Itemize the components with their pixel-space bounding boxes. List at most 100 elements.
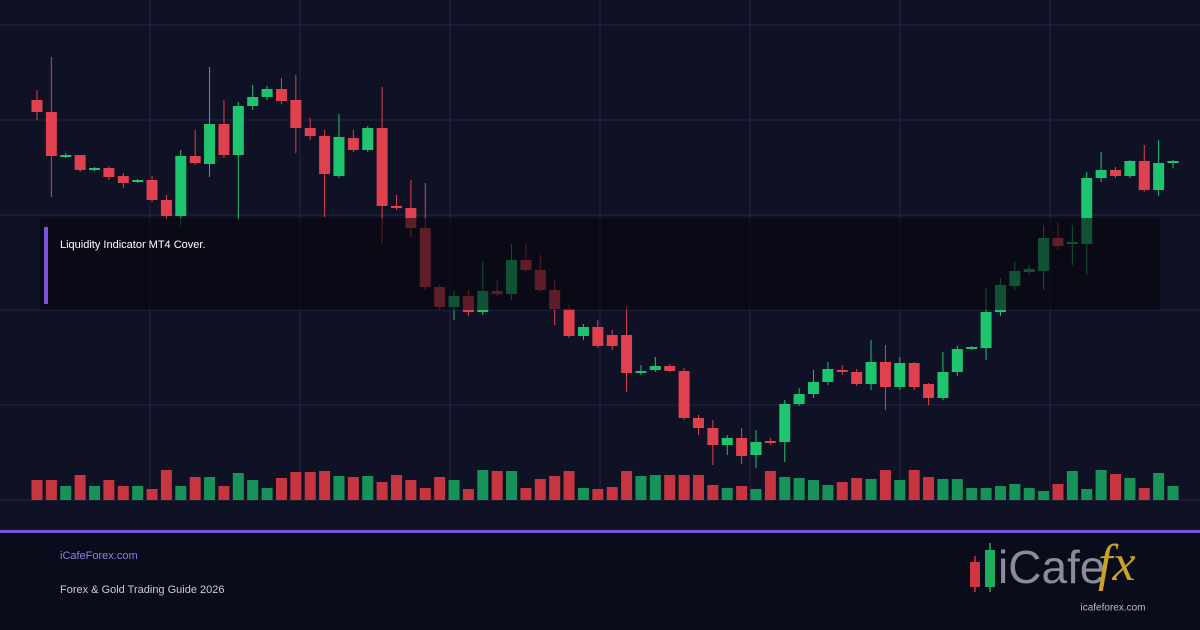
- caption-accent: [44, 227, 48, 304]
- candle-body: [836, 370, 848, 372]
- candle-body: [692, 418, 704, 428]
- volume-bar: [736, 486, 748, 500]
- volume-bar: [908, 470, 920, 500]
- candle-body: [146, 180, 158, 200]
- candle-body: [894, 363, 906, 387]
- candle-body: [1124, 161, 1136, 176]
- volume-bar: [405, 480, 417, 500]
- volume-bar: [1081, 489, 1093, 500]
- volume-bar: [951, 479, 963, 500]
- candle-body: [89, 168, 101, 170]
- volume-bar: [836, 482, 848, 500]
- volume-bar: [822, 485, 834, 500]
- candle-body: [822, 369, 834, 382]
- candle-body: [1153, 163, 1165, 190]
- footer-background: [0, 533, 1200, 630]
- volume-bar: [721, 488, 733, 500]
- candle-body: [175, 156, 187, 216]
- candle-body: [1167, 161, 1179, 163]
- candle-body: [664, 366, 676, 371]
- candle-body: [189, 156, 201, 163]
- candle-body: [117, 176, 129, 183]
- volume-bar: [160, 470, 172, 500]
- volume-bar: [347, 477, 359, 500]
- candle-body: [232, 106, 244, 155]
- volume-bar: [391, 475, 402, 500]
- volume-bar: [923, 477, 935, 500]
- candle-body: [275, 89, 287, 101]
- candle-body: [966, 347, 978, 349]
- candle-body: [980, 312, 992, 348]
- candle-body: [707, 428, 719, 445]
- volume-bar: [635, 476, 647, 500]
- volume-bar: [1124, 478, 1136, 500]
- logo: iCafe fx icafeforex.com: [970, 535, 1146, 614]
- candle-body: [879, 362, 891, 387]
- logo-candle: [970, 562, 980, 587]
- logo-wordmark: iCafe: [998, 541, 1105, 593]
- candle-body: [736, 438, 748, 456]
- volume-bar: [779, 477, 791, 500]
- candle-body: [218, 124, 230, 155]
- volume-bar: [1023, 488, 1035, 500]
- volume-bar: [764, 471, 776, 500]
- volume-bar: [649, 475, 661, 500]
- volume-bar: [103, 480, 115, 500]
- candle-body: [347, 138, 359, 150]
- volume-bar: [1009, 484, 1021, 500]
- candle-body: [290, 100, 302, 128]
- volume-bar: [275, 478, 287, 500]
- volume-bar: [621, 471, 633, 500]
- volume-bar: [261, 488, 273, 500]
- volume-bar: [290, 472, 302, 500]
- volume-bar: [362, 476, 374, 500]
- candle-body: [937, 372, 949, 398]
- candle-body: [851, 372, 863, 384]
- volume-bar: [218, 486, 230, 500]
- volume-bar: [994, 486, 1006, 500]
- volume-bar: [31, 480, 43, 500]
- candle-body: [649, 366, 661, 370]
- volume-bar: [232, 473, 244, 500]
- logo-candle: [985, 550, 995, 587]
- candle-body: [391, 206, 402, 208]
- candle-body: [319, 136, 331, 174]
- volume-bar: [448, 480, 460, 500]
- candle-body: [592, 327, 604, 346]
- volume-bar: [563, 471, 575, 500]
- caption: Liquidity Indicator MT4 Cover.: [60, 239, 206, 251]
- candle-body: [678, 371, 690, 418]
- candle-body: [1110, 170, 1121, 176]
- candle-body: [635, 371, 647, 373]
- volume-bar: [534, 479, 546, 500]
- volume-bar: [707, 485, 719, 500]
- volume-bar: [74, 475, 86, 500]
- volume-bar: [117, 486, 129, 500]
- volume-bar: [692, 475, 704, 500]
- volume-bar: [89, 486, 101, 500]
- volume-bar: [204, 477, 216, 500]
- volume-bar: [462, 489, 474, 500]
- logo-accent: fx: [1098, 535, 1136, 592]
- volume-bar: [549, 476, 561, 500]
- volume-bar: [678, 475, 690, 500]
- candle-body: [247, 97, 259, 106]
- candle-body: [1081, 178, 1093, 244]
- volume-bar: [376, 482, 388, 500]
- footer-site: iCafeForex.com: [60, 550, 138, 562]
- candle-body: [1095, 170, 1107, 178]
- candle-body: [750, 442, 762, 455]
- candle-body: [333, 137, 345, 176]
- volume-bar: [60, 486, 72, 500]
- volume-bar: [304, 472, 316, 500]
- volume-bar: [146, 489, 158, 500]
- volume-bar: [1138, 488, 1150, 500]
- volume-bar: [664, 475, 676, 500]
- candle-body: [577, 327, 589, 336]
- candle-body: [779, 404, 791, 442]
- candle-body: [304, 128, 316, 136]
- candle-body: [606, 335, 618, 346]
- volume-bar: [980, 488, 992, 500]
- volume-bar: [577, 488, 589, 500]
